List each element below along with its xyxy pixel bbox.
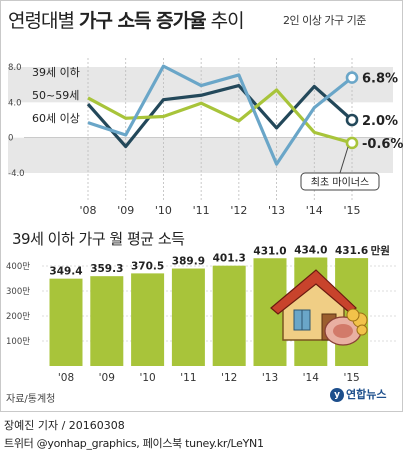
bar-x-tick-label: '10 [139, 372, 155, 384]
bar-2 [131, 273, 165, 366]
series-end-label-1: -0.6% [362, 137, 403, 152]
bar-1 [90, 276, 124, 366]
credit-reporter: 장예진 기자 / 20160308 [4, 419, 125, 432]
bar-x-tick-label: '09 [99, 372, 115, 384]
bar-y-tick-label: 200만 [6, 312, 30, 322]
bar-x-tick-label: '12 [221, 372, 237, 384]
x-tick-label: '10 [155, 204, 172, 217]
page-title: 연령대별 가구 소득 증가율 추이 [8, 10, 245, 32]
bar-y-tick-label: 400만 [6, 262, 30, 272]
bar-0 [49, 278, 83, 366]
bar-value-label: 431.0 [253, 245, 286, 257]
bar-y-tick-label: 100만 [6, 337, 30, 347]
bar-value-label: 434.0 [294, 245, 327, 257]
x-tick-label: '09 [117, 204, 134, 217]
x-tick-label: '13 [268, 204, 285, 217]
x-tick-label: '15 [343, 204, 360, 217]
bar-4 [212, 265, 246, 366]
bar-value-label: 401.3 [213, 253, 246, 265]
bar-x-tick-label: '08 [58, 372, 74, 384]
band-0-neg4 [8, 137, 393, 173]
credit-social: 트위터 @yonhap_graphics, 페이스북 tuney.kr/LeYN… [4, 437, 264, 450]
bar-x-tick-label: '13 [262, 372, 278, 384]
bar-3 [171, 268, 205, 366]
bar-y-tick-label: 300만 [6, 287, 30, 297]
yonhap-logo: y 연합뉴스 [330, 386, 386, 402]
y-tick-label: 4.0 [8, 98, 22, 108]
yonhap-logo-icon: y [330, 388, 344, 402]
series-end-label-2: 6.8% [362, 72, 398, 87]
bar-value-label: 370.5 [131, 260, 164, 272]
house-coins-illustration [270, 269, 368, 346]
bar-x-tick-label: '15 [343, 372, 359, 384]
bar-unit-label: 만원 [371, 244, 390, 257]
series-end-marker-2 [345, 71, 359, 84]
bar-x-tick-label: '14 [303, 372, 320, 384]
x-tick-label: '12 [230, 204, 247, 217]
source-note: 자료/통계청 [6, 394, 56, 405]
x-tick-label: '08 [79, 204, 96, 217]
series-name-label-2: 60세 이상 [32, 112, 80, 125]
bar-5 [253, 258, 287, 366]
bar-value-label: 359.3 [90, 263, 123, 275]
x-tick-label: '14 [306, 204, 323, 217]
series-end-label-0: 2.0% [362, 114, 398, 129]
line-chart: 8.0 4.0 0 -4.0 '08 '09 '10 '11 '12 '13 '14 '15 2.0%… [8, 58, 403, 217]
bar-value-label: 389.9 [172, 256, 205, 268]
series-end-marker-1 [345, 136, 359, 150]
series-line-2 [87, 64, 353, 166]
bar-chart-title: 39세 이하 가구 월 평균 소득 [12, 230, 185, 248]
bar-value-label: 431.6 [335, 245, 368, 257]
x-tick-label: '11 [193, 204, 210, 217]
series-end-marker-0 [345, 113, 359, 127]
series-line-0 [86, 83, 354, 149]
bar-value-label: 349.4 [49, 266, 82, 278]
y-tick-label: 0 [8, 134, 13, 144]
series-name-label-1: 50~59세 [32, 89, 79, 102]
y-tick-label: 8.0 [8, 63, 22, 73]
series-name-label-0: 39세 이하 [32, 65, 80, 79]
annotation-pointer [339, 146, 349, 174]
annotation-text: 최초 마이너스 [311, 177, 369, 189]
bar-x-tick-label: '11 [180, 372, 196, 384]
bar-chart: 400만 300만 200만 100만 349.4 '08 359.3 '09 370.5 '1… [6, 244, 396, 384]
y-tick-label: -4.0 [8, 169, 25, 179]
series-line-1 [87, 88, 353, 145]
page-subtitle: 2인 이상 가구 기준 [283, 14, 366, 27]
